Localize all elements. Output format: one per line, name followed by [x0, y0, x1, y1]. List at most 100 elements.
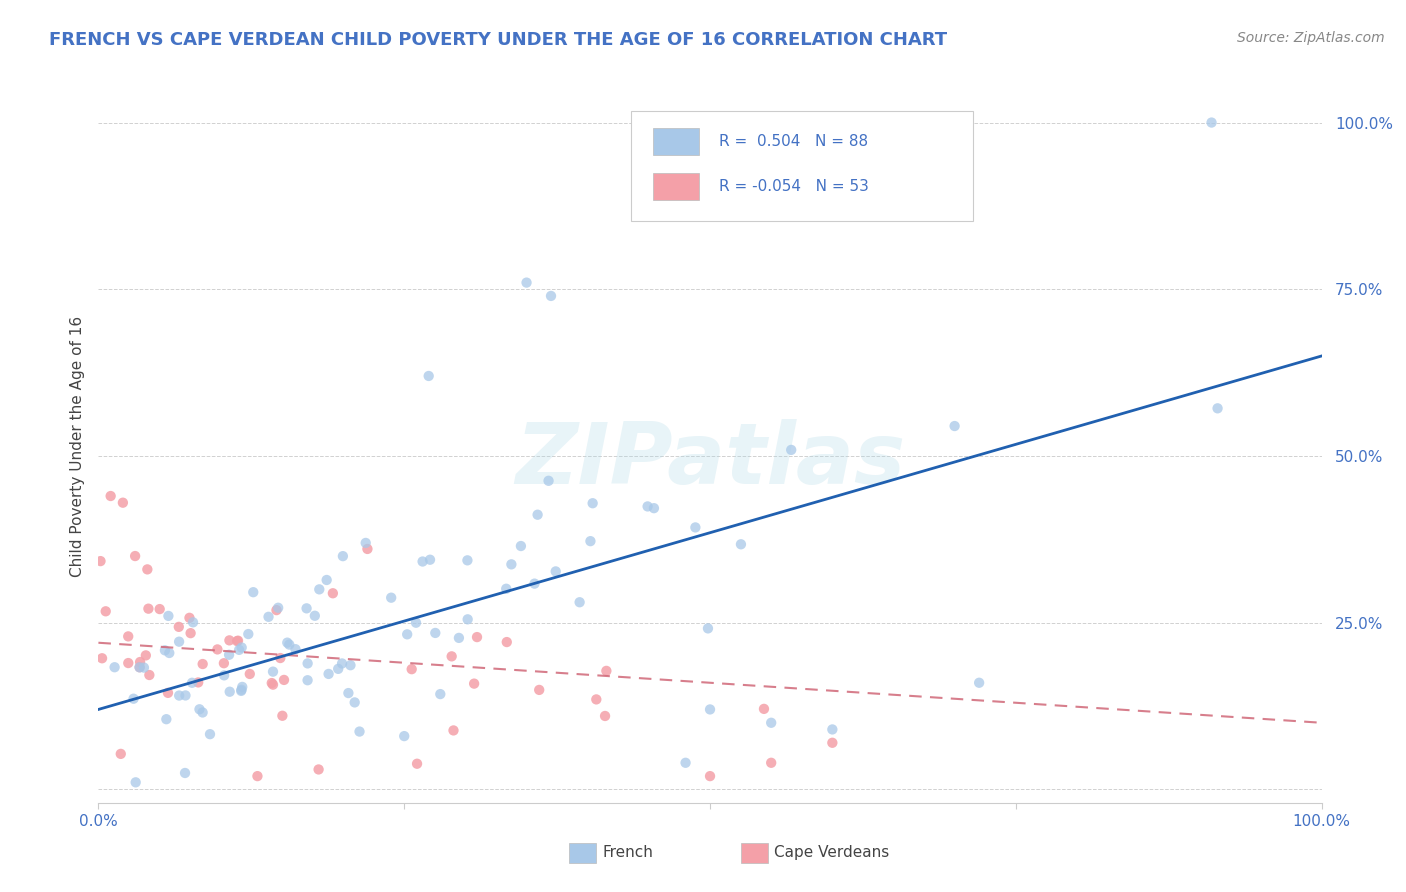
Point [128, 660, 150, 674]
Point [593, 709, 616, 723]
Point [643, 501, 665, 516]
Point [226, 634, 249, 648]
Text: R = -0.054   N = 53: R = -0.054 N = 53 [718, 178, 869, 194]
Point [540, 289, 562, 303]
Point [260, 676, 283, 690]
Point [167, 620, 190, 634]
Point [104, 660, 127, 674]
Point [1206, 401, 1229, 416]
Point [180, 626, 202, 640]
Point [276, 635, 298, 649]
Point [297, 657, 319, 671]
Point [269, 651, 291, 665]
Point [343, 695, 366, 709]
Point [396, 627, 419, 641]
Point [697, 621, 720, 635]
Point [380, 591, 402, 605]
Point [153, 643, 176, 657]
Point [465, 630, 488, 644]
Point [637, 500, 659, 514]
Point [231, 640, 253, 655]
Point [318, 667, 340, 681]
Point [685, 520, 707, 534]
Point [967, 675, 990, 690]
Y-axis label: Child Poverty Under the Age of 16: Child Poverty Under the Age of 16 [69, 316, 84, 576]
Point [337, 686, 360, 700]
Point [262, 665, 284, 679]
Point [537, 474, 560, 488]
Point [273, 673, 295, 687]
Point [271, 708, 294, 723]
Point [419, 552, 441, 566]
Point [191, 657, 214, 671]
Point [267, 600, 290, 615]
Point [349, 724, 371, 739]
Point [135, 648, 157, 663]
Text: French: French [602, 846, 654, 860]
Point [257, 610, 280, 624]
Point [752, 702, 775, 716]
FancyBboxPatch shape [741, 843, 768, 863]
Point [167, 689, 190, 703]
Point [401, 662, 423, 676]
Point [218, 633, 240, 648]
Point [212, 668, 235, 682]
Point [821, 736, 844, 750]
Point [117, 629, 139, 643]
Point [132, 660, 155, 674]
Point [174, 766, 197, 780]
Point [138, 601, 160, 615]
Point [111, 496, 134, 510]
Point [495, 635, 517, 649]
Text: Source: ZipAtlas.com: Source: ZipAtlas.com [1237, 31, 1385, 45]
Point [356, 541, 378, 556]
Point [91, 651, 114, 665]
Point [136, 562, 159, 576]
Point [191, 706, 214, 720]
Point [699, 702, 721, 716]
Point [246, 769, 269, 783]
Point [761, 756, 783, 770]
Point [117, 656, 139, 670]
Text: FRENCH VS CAPE VERDEAN CHILD POVERTY UNDER THE AGE OF 16 CORRELATION CHART: FRENCH VS CAPE VERDEAN CHILD POVERTY UND… [49, 31, 948, 49]
Point [568, 595, 591, 609]
Point [295, 601, 318, 615]
Point [181, 615, 204, 630]
Point [495, 582, 517, 596]
Point [266, 603, 288, 617]
Point [179, 611, 201, 625]
Point [238, 627, 260, 641]
Point [315, 573, 337, 587]
Point [231, 684, 253, 698]
Point [429, 687, 451, 701]
Point [582, 496, 605, 510]
Point [339, 658, 361, 673]
Point [262, 678, 284, 692]
Point [124, 549, 146, 563]
Point [128, 660, 150, 674]
FancyBboxPatch shape [652, 173, 699, 200]
Point [278, 638, 301, 652]
Point [157, 608, 180, 623]
Point [181, 675, 204, 690]
Point [110, 747, 132, 761]
Text: ZIPatlas: ZIPatlas [515, 418, 905, 502]
Point [157, 646, 180, 660]
Point [187, 675, 209, 690]
Point [125, 775, 148, 789]
Point [463, 676, 485, 690]
Point [515, 276, 537, 290]
Point [858, 182, 880, 196]
Point [156, 686, 179, 700]
Point [218, 684, 240, 698]
Point [231, 682, 253, 697]
Point [406, 756, 429, 771]
Point [579, 534, 602, 549]
Point [821, 723, 844, 737]
Point [529, 682, 551, 697]
Point [501, 558, 523, 572]
Text: R =  0.504   N = 88: R = 0.504 N = 88 [718, 134, 868, 149]
Point [226, 633, 249, 648]
Point [100, 489, 122, 503]
Text: Cape Verdeans: Cape Verdeans [773, 846, 889, 860]
